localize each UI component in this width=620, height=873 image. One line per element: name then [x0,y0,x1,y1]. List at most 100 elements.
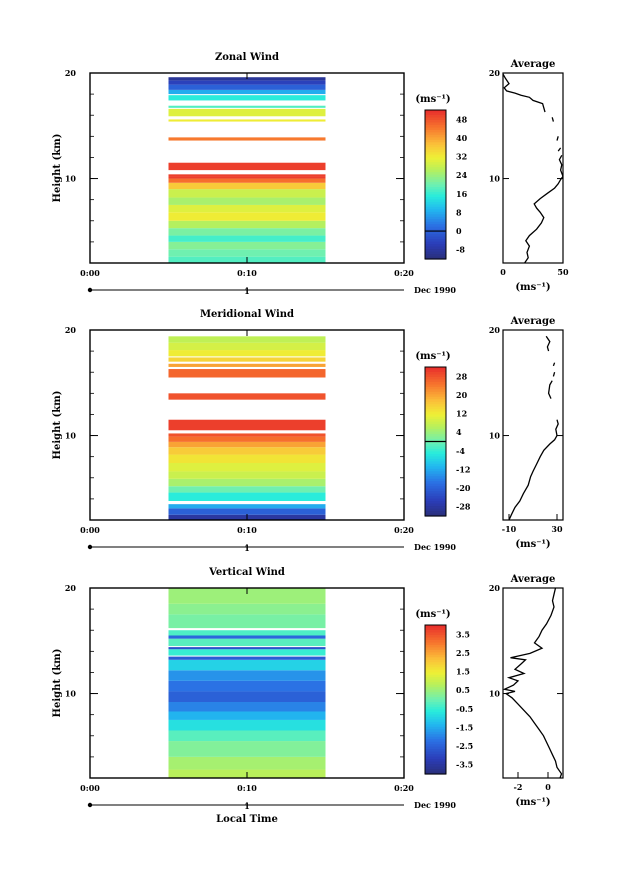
colorbar-swatch [425,386,446,390]
colorbar-tick-label: 8 [456,207,462,217]
average-title: Average [510,574,556,585]
colorbar-swatch [425,144,446,148]
colorbar-swatch [425,231,446,235]
colorbar-swatch [425,204,446,208]
heatmap-band [168,670,326,681]
heatmap-band [168,176,326,179]
colorbar-swatch [425,256,446,260]
colorbar-swatch [425,429,446,433]
colorbar-swatch [425,463,446,467]
colorbar-swatch [425,157,446,161]
x-tick-label: 0:00 [80,525,100,535]
heatmap-band [168,711,326,720]
heatmap-band [168,220,326,229]
colorbar-swatch [425,182,446,186]
colorbar-swatch [425,726,446,730]
y-tick-label: 10 [65,689,77,699]
average-title: Average [510,316,556,327]
colorbar-tick-label: -8 [456,245,465,255]
average-x-label: (ms⁻¹) [515,797,550,808]
colorbar-swatch [425,711,446,715]
colorbar-swatch [425,426,446,430]
colorbar-swatch [425,391,446,395]
colorbar-swatch [425,122,446,126]
colorbar-swatch [425,199,446,203]
colorbar-swatch [425,503,446,507]
colorbar-swatch [425,221,446,225]
date-axis-marker [87,802,93,808]
colorbar-tick-label: 24 [456,170,468,180]
colorbar-swatch [425,672,446,676]
colorbar-swatch [425,399,446,403]
average-x-tick-label: -2 [514,782,523,792]
colorbar-swatch [425,119,446,124]
colorbar-swatch [425,236,446,240]
colorbar-swatch [425,736,446,740]
average-profile-line [555,419,559,436]
colorbar-swatch [425,189,446,193]
colorbar-tick-label: 28 [456,371,468,381]
colorbar-swatch [425,114,446,119]
colorbar-swatch [425,468,446,472]
heatmap-band [168,105,326,108]
colorbar-swatch [425,127,446,131]
colorbar-swatch [425,744,446,748]
colorbar-swatch [425,731,446,735]
colorbar-swatch [425,471,446,475]
heatmap-band [168,235,326,242]
heatmap-band [168,433,326,437]
heatmap-band [168,419,326,431]
colorbar-swatch [425,756,446,760]
colorbar-tick-label: 32 [456,152,467,162]
heatmap-band [168,635,326,639]
colorbar-swatch [425,421,446,425]
colorbar-swatch [425,679,446,683]
average-frame [502,72,564,264]
colorbar-swatch [425,201,446,205]
colorbar-swatch [425,746,446,750]
heatmap-band [168,447,326,455]
heatmap-band [168,756,326,770]
colorbar-tick-label: 2.5 [456,648,470,658]
heatmap-band [168,108,326,117]
average-frame [502,329,564,521]
colorbar-swatch [425,434,446,438]
heatmap-band [168,471,326,479]
colorbar-swatch [425,751,446,755]
colorbar-swatch [425,769,446,773]
average-y-tick-label: 10 [489,174,501,184]
colorbar-swatch [425,721,446,725]
average-x-tick-label: 0 [545,782,551,792]
heatmap-band [168,204,326,213]
colorbar-swatch [425,749,446,753]
colorbar-swatch [425,186,446,191]
colorbar-swatch [425,644,446,648]
heatmap-band [168,719,326,731]
heatmap-band [168,212,326,221]
average-profile-line [552,362,556,367]
colorbar-swatch [425,629,446,634]
colorbar-swatch [425,196,446,200]
colorbar-swatch [425,219,446,223]
colorbar-swatch [425,669,446,673]
y-axis-label: Height (km) [52,391,63,460]
colorbar-tick-label: -4 [456,446,465,456]
colorbar-swatch [425,664,446,668]
colorbar-swatch [425,674,446,678]
colorbar-swatch [425,493,446,497]
colorbar-tick-label: 0.5 [456,685,470,695]
colorbar-swatch [425,716,446,720]
colorbar-swatch [425,694,446,698]
colorbar-swatch [425,642,446,646]
colorbar-swatch [425,508,446,512]
average-x-label: (ms⁻¹) [515,539,550,550]
date-label: Dec 1990 [414,800,456,810]
y-tick-label: 10 [65,174,77,184]
colorbar-swatch [425,159,446,163]
heatmap-band [168,638,326,647]
colorbar-swatch [425,214,446,218]
colorbar-swatch [425,169,446,173]
colorbar-swatch [425,478,446,482]
colorbar-swatch [425,411,446,415]
x-tick-label: 0:10 [237,268,257,278]
